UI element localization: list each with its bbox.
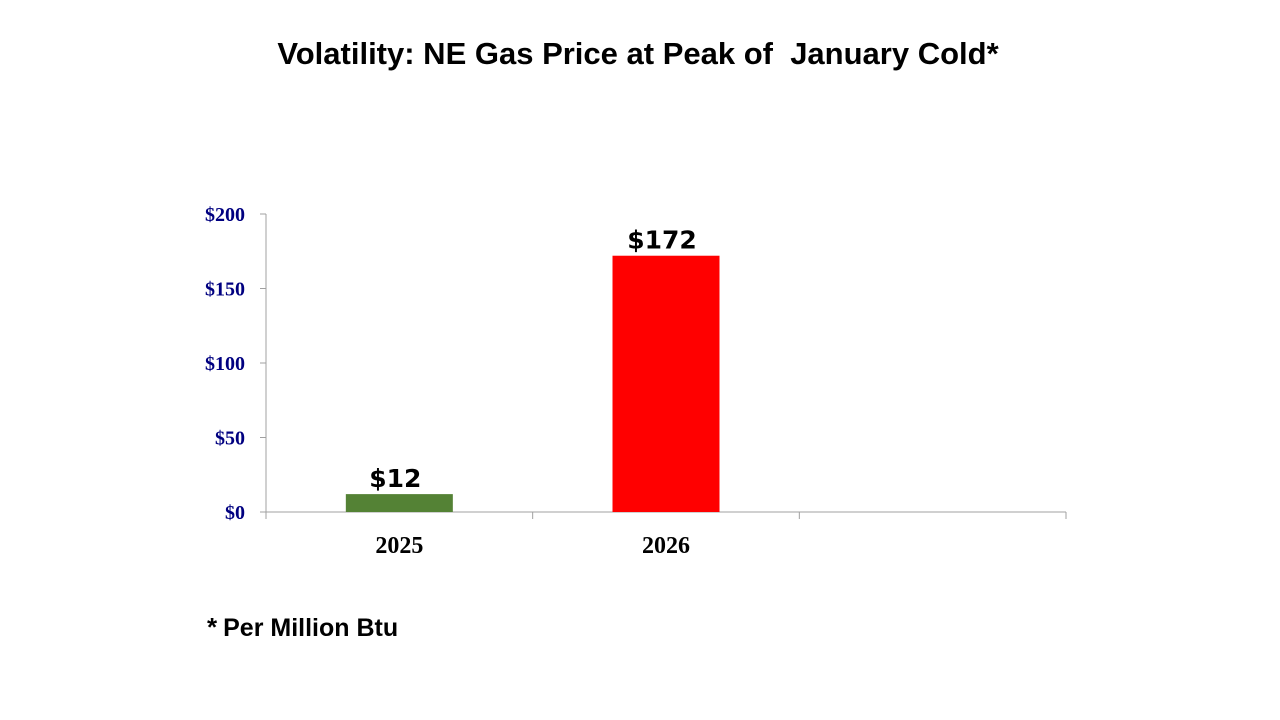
footnote-text: Per Million Btu — [223, 614, 399, 642]
x-tick-label-2025: 2025 — [375, 533, 423, 559]
y-tick-label: $100 — [205, 353, 245, 375]
chart-title: Volatility: NE Gas Price at Peak of Janu… — [277, 36, 999, 71]
x-tick-label-2026: 2026 — [642, 533, 690, 559]
footnote-marker: * — [207, 612, 218, 642]
y-tick-label: $50 — [215, 428, 245, 450]
data-label-2026: $172 — [627, 226, 697, 255]
footnote: * Per Million Btu — [207, 612, 398, 643]
y-tick-label: $150 — [205, 279, 245, 301]
y-tick-label: $200 — [205, 204, 245, 226]
y-tick-label: $0 — [225, 502, 245, 524]
data-label-2025: $12 — [369, 464, 421, 493]
bar-2025 — [345, 494, 453, 512]
bar-2026 — [612, 255, 720, 512]
